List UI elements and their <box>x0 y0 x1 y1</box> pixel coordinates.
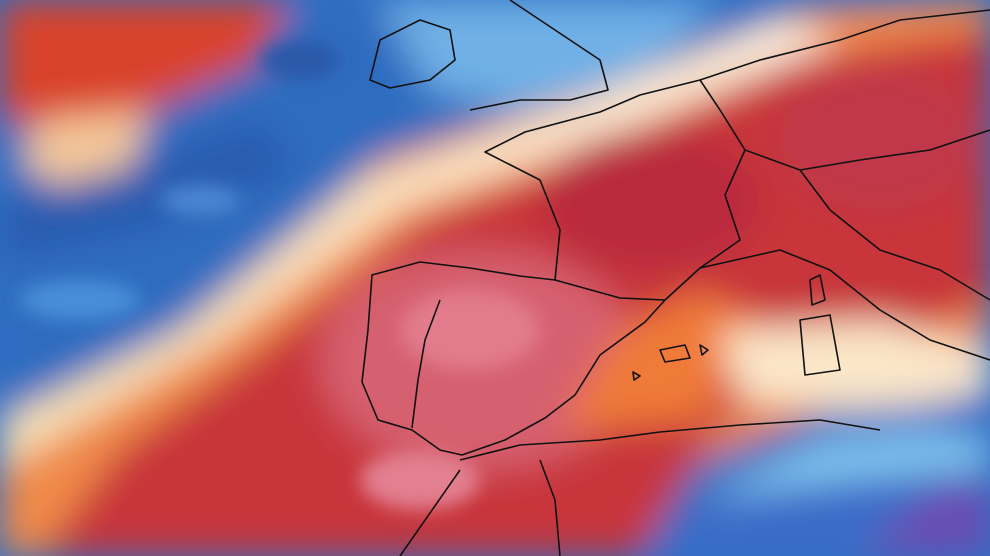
balearics <box>632 344 709 381</box>
detail-patches <box>20 40 540 510</box>
portugal-border <box>411 299 441 429</box>
coastlines <box>361 0 990 556</box>
britain <box>469 0 609 111</box>
corsica-sardinia <box>799 274 841 376</box>
north-africa <box>399 419 881 556</box>
ireland <box>369 19 456 89</box>
france <box>484 79 746 301</box>
alps-borders <box>699 9 990 211</box>
italy-coast <box>699 209 990 361</box>
iberia <box>361 261 666 456</box>
